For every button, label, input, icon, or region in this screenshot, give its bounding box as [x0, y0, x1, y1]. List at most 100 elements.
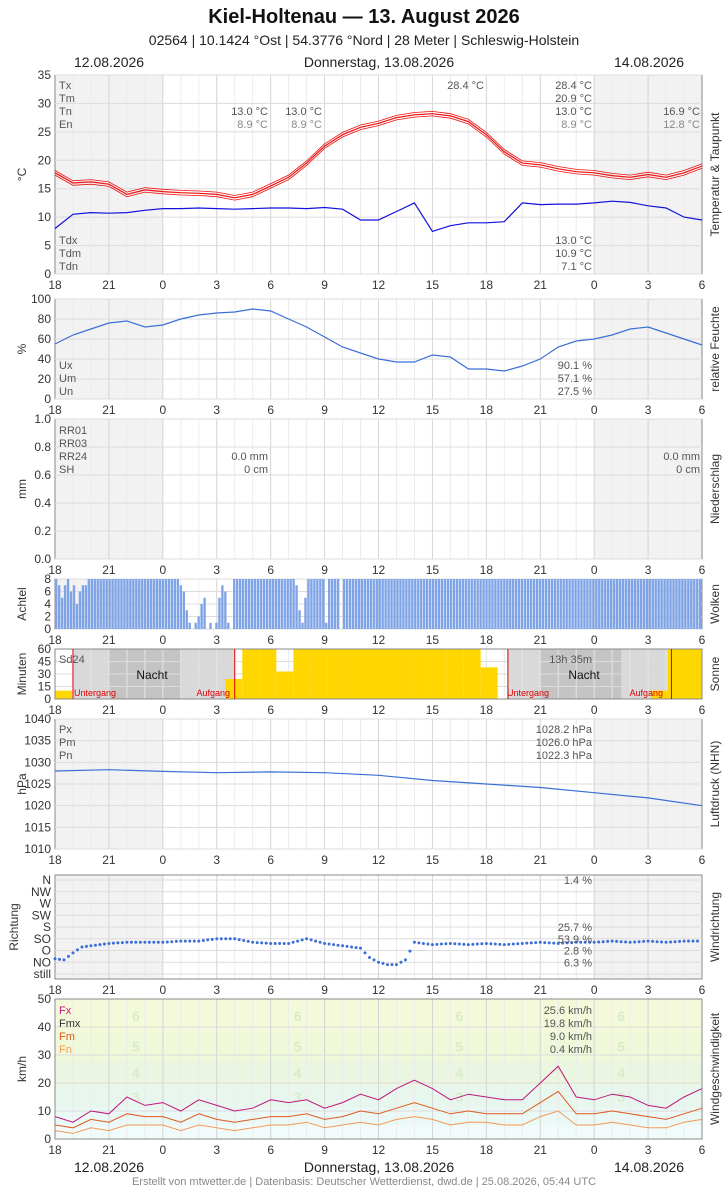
cloud-bar	[458, 579, 462, 629]
wind-dir-point	[53, 957, 57, 961]
wind-dir-xtick-label: 18	[48, 983, 62, 997]
cloud-bar	[405, 579, 408, 629]
cloud-bar	[224, 591, 227, 629]
wind-speed-xtick-label: 3	[213, 1143, 220, 1157]
day3-rr24-value: 0.0 mm	[663, 451, 700, 463]
cloud-bar	[627, 579, 631, 629]
cloud-bar	[660, 579, 663, 629]
wind-dir-point	[165, 940, 169, 944]
wind-dir-point	[633, 940, 637, 944]
cloud-bar	[111, 579, 114, 629]
hum-xtick-label: 3	[645, 403, 652, 417]
cloud-bar	[598, 579, 601, 629]
wind-dir-xtick-label: 0	[591, 983, 598, 997]
sunset-label-2: Untergang	[507, 688, 549, 698]
beaufort-number: 5	[132, 1039, 140, 1055]
wind-dir-point	[498, 942, 502, 946]
cloud-xtick-label: 18	[480, 633, 494, 647]
wind-dir-category-label: still	[34, 967, 51, 981]
wind-speed-series-fx	[54, 1065, 703, 1123]
cloud-bar	[345, 579, 349, 629]
pres-xtick-label: 21	[102, 853, 116, 867]
cloud-bar	[215, 622, 218, 629]
cloud-bar	[283, 579, 286, 629]
cloud-bar	[601, 579, 604, 629]
wind-dir-point	[278, 941, 282, 945]
cloud-bar	[292, 579, 295, 629]
temp-xtick-label: 6	[699, 278, 706, 292]
wind-speed-ytick-label: 10	[38, 1104, 52, 1118]
cloud-ytick-label: 0	[44, 622, 51, 636]
cloud-bar	[420, 579, 423, 629]
wind-dir-point	[534, 941, 538, 945]
sun-bar	[684, 649, 702, 699]
sun-xtick-label: 0	[591, 703, 598, 717]
cloud-bar	[144, 579, 147, 629]
cloud-bar	[369, 579, 372, 629]
cloud-bar	[589, 579, 592, 629]
day3-en-value: 12.8 °C	[663, 119, 700, 131]
precip-xtick-label: 6	[699, 563, 706, 577]
pres-label-px: Px	[59, 724, 72, 736]
cloud-xtick-label: 0	[591, 633, 598, 647]
cloud-xtick-label: 12	[372, 633, 386, 647]
cloud-bar	[556, 579, 559, 629]
cloud-bar	[568, 579, 571, 629]
beaufort-number: 4	[132, 1065, 140, 1081]
dew-label-tdm: Tdm	[59, 248, 81, 260]
cloud-bar	[93, 579, 96, 629]
sd24-label: Sd24	[59, 654, 85, 666]
wind-dir-point	[381, 961, 385, 965]
cloud-bar	[633, 579, 637, 629]
wind-dir-point	[228, 937, 232, 941]
cloud-bar	[221, 585, 224, 629]
cloud-bar	[138, 579, 141, 629]
wind-dir-point	[426, 942, 430, 946]
temp-ytick-label: 10	[38, 210, 52, 224]
hum-side-label: relative Feuchte	[708, 306, 722, 392]
sun-bar	[429, 649, 447, 699]
wind-dir-point	[116, 941, 120, 945]
cloud-bar	[526, 579, 530, 629]
footer-credit: Erstellt von mtwetter.de | Datenbasis: D…	[131, 1176, 597, 1188]
pres-xtick-label: 12	[372, 853, 386, 867]
cloud-bar	[236, 579, 239, 629]
wind-dir-point	[71, 951, 75, 955]
cloud-bar	[209, 622, 212, 629]
cloud-bar	[541, 579, 545, 629]
wind-dir-point	[57, 957, 61, 961]
wind-dir-point	[574, 940, 578, 944]
precip-xtick-label: 0	[591, 563, 598, 577]
cloud-bar	[678, 579, 681, 629]
cloud-bar	[241, 579, 245, 629]
wind-dir-xtick-label: 6	[267, 983, 274, 997]
day1-tn-value: 13.0 °C	[231, 106, 268, 118]
sun-bar	[293, 649, 311, 699]
cloud-bar	[645, 579, 648, 629]
precip-xtick-label: 6	[267, 563, 274, 577]
day2-en-value: 8.9 °C	[291, 119, 322, 131]
cloud-bar	[624, 579, 628, 629]
en-value: 8.9 °C	[561, 119, 592, 131]
wind-dir-point	[183, 939, 187, 943]
px-value: 1028.2 hPa	[536, 724, 593, 736]
sun-xtick-label: 18	[480, 703, 494, 717]
cloud-bar	[497, 579, 500, 629]
sun-xtick-label: 21	[102, 703, 116, 717]
wind-speed-frame	[54, 998, 703, 1140]
cloud-bar	[126, 579, 129, 629]
wind-dir-point	[642, 939, 646, 943]
cloud-bar	[348, 579, 352, 629]
precip-ytick-label: 0.2	[34, 524, 51, 538]
cloud-bar	[132, 579, 135, 629]
tdn-value: 7.1 °C	[561, 261, 592, 273]
page-title: Kiel-Holtenau — 13. August 2026	[208, 6, 520, 28]
cloud-bar	[648, 579, 651, 629]
pres-ytick-label: 1040	[24, 712, 51, 726]
wind-dir-point	[610, 939, 614, 943]
sun-bar	[327, 649, 345, 699]
wind-dir-point	[255, 941, 259, 945]
temp-xtick-label: 0	[591, 278, 598, 292]
wind-dir-point	[664, 940, 668, 944]
wind-dir-xtick-label: 6	[699, 983, 706, 997]
